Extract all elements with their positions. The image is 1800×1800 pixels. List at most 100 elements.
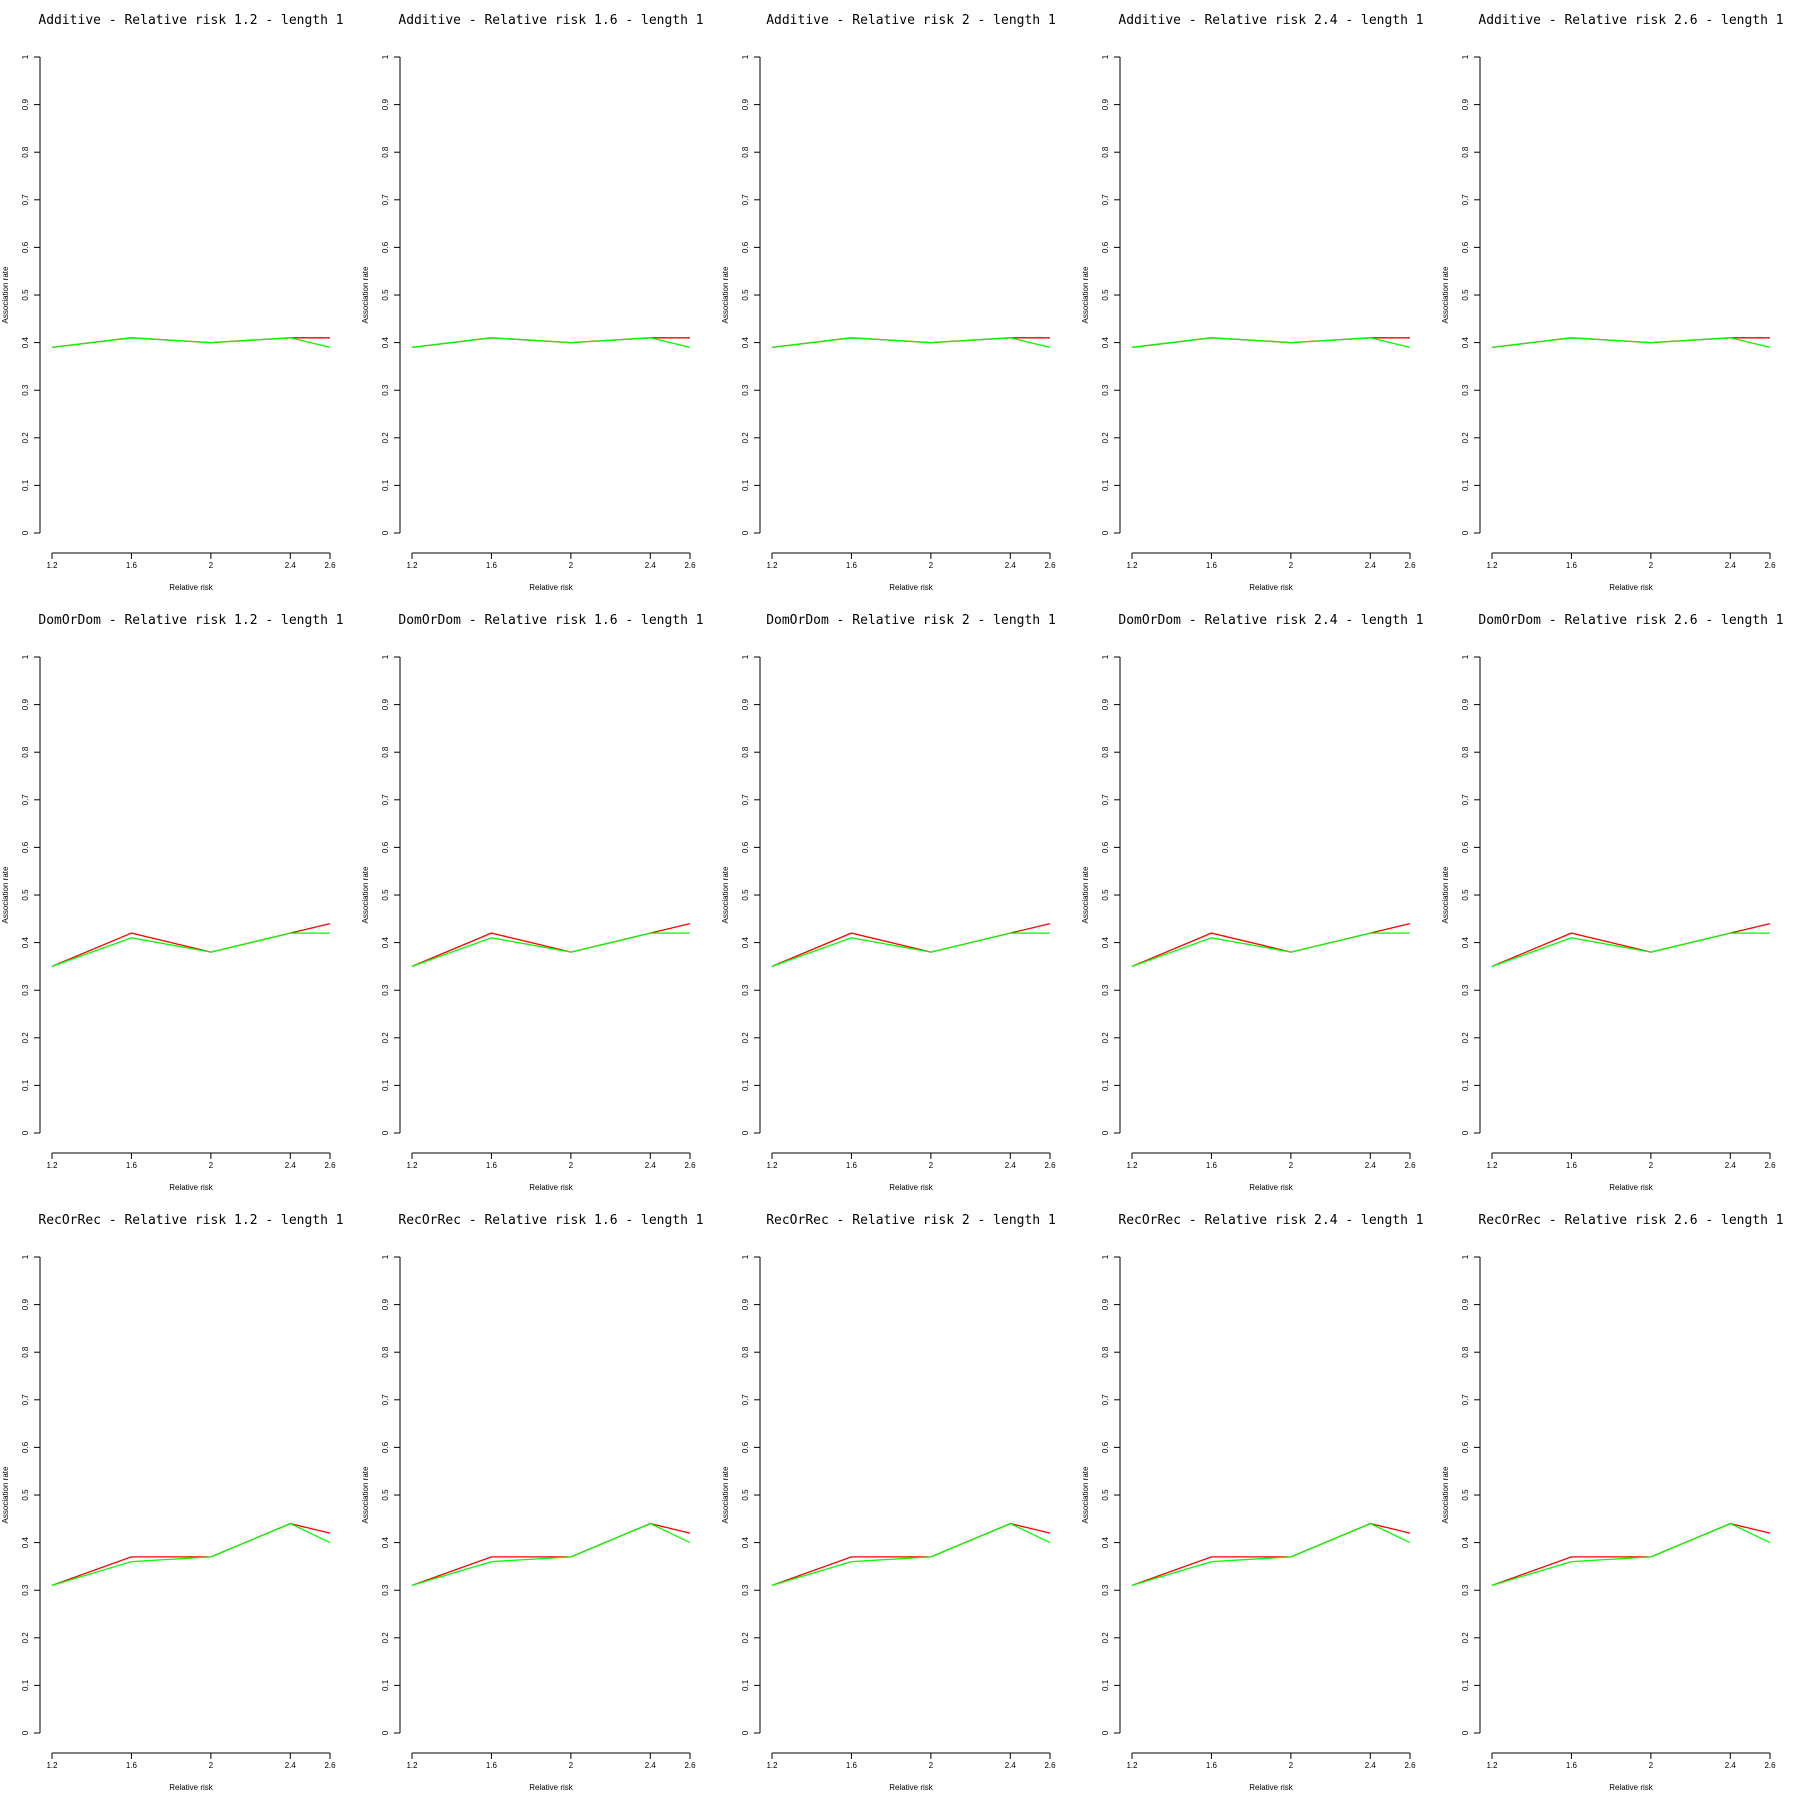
- y-tick-label: 0: [21, 530, 30, 535]
- chart-svg: RecOrRec - Relative risk 2 - length 1 0 0.…: [721, 1213, 1056, 1792]
- chart-panel: Additive - Relative risk 2.4 - length 1 0…: [1080, 0, 1440, 600]
- chart-title: RecOrRec - Relative risk 1.6 - length 1: [398, 1213, 703, 1228]
- chart-panel: RecOrRec - Relative risk 2 - length 1 0 0.…: [720, 1200, 1080, 1800]
- y-tick-label: 0.3: [741, 984, 750, 996]
- y-tick-label: 0.3: [381, 384, 390, 396]
- y-tick-label: 0.3: [741, 384, 750, 396]
- y-tick-label: 0: [741, 1130, 750, 1135]
- y-tick-label: 0.4: [741, 336, 750, 348]
- x-axis-label: Relative risk: [169, 1783, 214, 1792]
- x-tick-label: 2.6: [324, 561, 336, 570]
- series-line-green: [1491, 932, 1770, 968]
- x-tick-label: 2.4: [285, 561, 297, 570]
- x-tick-label: 2.4: [285, 1761, 297, 1770]
- chart-title: Additive - Relative risk 2 - length 1: [766, 13, 1056, 28]
- x-axis-label: Relative risk: [529, 1783, 574, 1792]
- y-tick-label: 0.6: [741, 1441, 750, 1453]
- y-tick-label: 0.3: [21, 1584, 30, 1596]
- y-tick-label: 0.7: [1461, 1394, 1470, 1406]
- x-tick-label: 1.6: [846, 1161, 858, 1170]
- chart-panel: Additive - Relative risk 1.6 - length 1 0…: [360, 0, 720, 600]
- y-tick-label: 0.5: [1461, 1489, 1470, 1501]
- y-tick-label: 0.4: [1101, 1536, 1110, 1548]
- x-tick-label: 2: [209, 1761, 214, 1770]
- y-tick-label: 1: [1461, 1254, 1470, 1259]
- y-tick-label: 0.6: [1461, 841, 1470, 853]
- x-tick-label: 1.6: [1566, 561, 1578, 570]
- y-tick-label: 0.2: [741, 1632, 750, 1644]
- y-tick-label: 0.2: [381, 432, 390, 444]
- y-tick-label: 0.7: [381, 194, 390, 206]
- x-tick-label: 1.6: [126, 561, 138, 570]
- y-tick-label: 0.6: [741, 241, 750, 253]
- chart-panel: RecOrRec - Relative risk 1.2 - length 1 0…: [0, 1200, 360, 1800]
- chart-panel: DomOrDom - Relative risk 2.4 - length 1 0…: [1080, 600, 1440, 1200]
- y-tick-label: 0.5: [21, 889, 30, 901]
- x-tick-label: 2.6: [1044, 1161, 1056, 1170]
- y-tick-label: 1: [741, 54, 750, 59]
- x-tick-label: 1.2: [406, 1161, 418, 1170]
- y-tick-label: 0.1: [381, 1079, 390, 1091]
- y-axis-label: Association rate: [361, 1466, 370, 1523]
- y-tick-label: 0.5: [741, 889, 750, 901]
- x-tick-label: 1.6: [846, 1761, 858, 1770]
- x-tick-label: 2.6: [1404, 1161, 1416, 1170]
- chart-title: DomOrDom - Relative risk 1.2 - length 1: [38, 613, 343, 628]
- chart-svg: RecOrRec - Relative risk 2.4 - length 1 0…: [1081, 1213, 1424, 1792]
- x-tick-label: 2.4: [645, 1161, 657, 1170]
- y-tick-label: 0.2: [21, 1632, 30, 1644]
- y-tick-label: 0.3: [21, 984, 30, 996]
- y-tick-label: 0.8: [1101, 746, 1110, 758]
- y-tick-label: 0.5: [1101, 889, 1110, 901]
- x-axis-label: Relative risk: [529, 1183, 574, 1192]
- chart-panel: DomOrDom - Relative risk 1.6 - length 1 0…: [360, 600, 720, 1200]
- x-tick-label: 1.6: [1206, 1161, 1218, 1170]
- y-tick-label: 0.2: [1101, 432, 1110, 444]
- y-axis-label: Association rate: [1, 266, 10, 323]
- x-axis-label: Relative risk: [1249, 583, 1294, 592]
- y-tick-label: 0.7: [1101, 1394, 1110, 1406]
- x-tick-label: 1.2: [1126, 561, 1138, 570]
- series-line-red: [1131, 1522, 1411, 1587]
- x-tick-label: 2.6: [1044, 1761, 1056, 1770]
- y-tick-label: 0.1: [1101, 1679, 1110, 1691]
- series-line-green: [771, 337, 1051, 349]
- chart-panel: RecOrRec - Relative risk 1.6 - length 1 0…: [360, 1200, 720, 1800]
- series-line-green: [771, 1522, 1051, 1587]
- y-axis-label: Association rate: [1441, 266, 1450, 323]
- y-tick-label: 0.2: [741, 1032, 750, 1044]
- y-tick-label: 0.6: [1461, 241, 1470, 253]
- y-tick-label: 0.6: [1101, 241, 1110, 253]
- x-tick-label: 2.4: [1365, 561, 1377, 570]
- y-tick-label: 0.4: [1461, 1536, 1470, 1548]
- y-tick-label: 0.2: [21, 1032, 30, 1044]
- chart-svg: DomOrDom - Relative risk 2.4 - length 1 0…: [1081, 613, 1424, 1192]
- series-line-green: [1491, 1522, 1771, 1587]
- y-tick-label: 0.4: [21, 936, 30, 948]
- x-tick-label: 2.4: [1725, 1161, 1737, 1170]
- y-tick-label: 0.9: [1461, 698, 1470, 710]
- y-tick-label: 0: [1101, 1730, 1110, 1735]
- x-tick-label: 2: [209, 561, 214, 570]
- y-tick-label: 0.2: [21, 432, 30, 444]
- y-tick-label: 0.6: [21, 841, 30, 853]
- x-axis-label: Relative risk: [1609, 1783, 1654, 1792]
- y-tick-label: 0.2: [381, 1032, 390, 1044]
- x-tick-label: 2.4: [285, 1161, 297, 1170]
- y-tick-label: 0.7: [21, 1394, 30, 1406]
- y-tick-label: 0.4: [1101, 336, 1110, 348]
- chart-panel: RecOrRec - Relative risk 2.4 - length 1 0…: [1080, 1200, 1440, 1800]
- y-tick-label: 0.8: [381, 146, 390, 158]
- y-axis-label: Association rate: [1, 866, 10, 923]
- x-tick-label: 1.2: [1126, 1161, 1138, 1170]
- y-tick-label: 0.3: [21, 384, 30, 396]
- y-tick-label: 0.1: [381, 479, 390, 491]
- series-line-green: [1491, 337, 1771, 349]
- y-tick-label: 0.5: [21, 289, 30, 301]
- x-tick-label: 2.6: [324, 1761, 336, 1770]
- series-line-red: [771, 922, 1051, 967]
- y-tick-label: 0.5: [1101, 289, 1110, 301]
- x-tick-label: 2: [929, 1761, 934, 1770]
- y-tick-label: 0.4: [21, 336, 30, 348]
- y-tick-label: 0.9: [741, 98, 750, 110]
